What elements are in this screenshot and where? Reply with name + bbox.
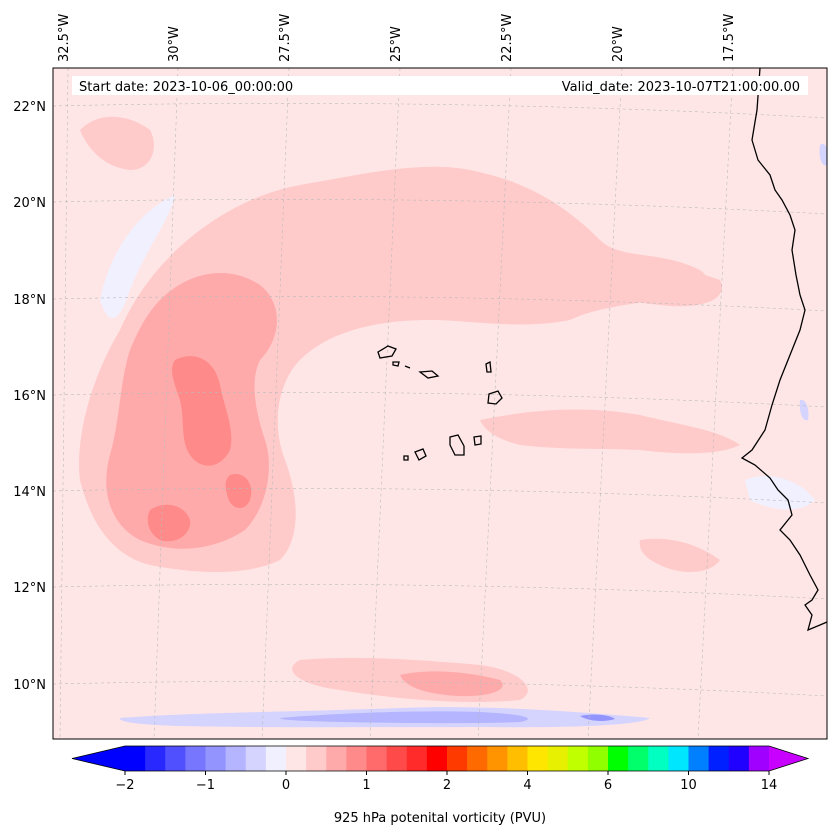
start-date-label: Start date: 2023-10-06_00:00:00 [79, 80, 293, 95]
colorbar-segment [245, 746, 267, 771]
colorbar-segment [165, 746, 186, 771]
colorbar-segment [547, 746, 569, 771]
pv-contour-negative [280, 711, 528, 724]
colorbar-tick-label: −2 [115, 778, 134, 793]
lon-label: 22.5°W [500, 14, 515, 62]
colorbar-segment [507, 746, 528, 771]
island [449, 434, 465, 456]
colorbar-segment [587, 746, 609, 771]
lat-label: 12°N [13, 581, 46, 596]
pv-contour-negative [819, 143, 827, 166]
colorbar-segment [346, 746, 367, 771]
latitude-labels: 22°N 20°N 18°N 16°N 14°N 12°N 10°N [13, 100, 46, 693]
lat-label: 16°N [13, 389, 46, 404]
pv-contour-negative [799, 399, 809, 421]
lat-label: 10°N [13, 678, 46, 693]
island [473, 435, 482, 446]
colorbar-segment [145, 746, 166, 771]
lon-label: 25°W [389, 26, 404, 62]
pv-contour-negative [580, 714, 615, 721]
colorbar-segment [125, 746, 146, 771]
colorbar-segment [688, 746, 710, 771]
island [392, 361, 400, 367]
island [485, 360, 492, 373]
pv-contour-strong [225, 474, 252, 509]
colorbar-segment [366, 746, 388, 771]
colorbar-segment [205, 746, 227, 771]
colorbar-segment [608, 746, 629, 771]
colorbar-segment [386, 746, 408, 771]
island [404, 365, 411, 369]
longitude-labels: 32.5°W 30°W 27.5°W 25°W 22.5°W 20°W 17.5… [57, 14, 737, 62]
colorbar-tick-label: 10 [680, 778, 697, 793]
colorbar-segment [406, 746, 428, 771]
lon-label: 30°W [167, 26, 182, 62]
colorbar-segment [567, 746, 589, 771]
gridlines [53, 68, 827, 739]
colorbar-segment [708, 746, 730, 771]
colorbar-extend-min [72, 746, 125, 771]
colorbar-tick-label: 0 [282, 778, 290, 793]
colorbar-segment [447, 746, 468, 771]
valid-date-label: Valid_date: 2023-10-07T21:00:00.00 [562, 80, 800, 95]
colorbar-extend-max [769, 746, 808, 771]
pv-contour-light [639, 538, 720, 572]
colorbar-segment [748, 746, 770, 771]
pv-contour-light [480, 409, 740, 454]
colorbar-tick-label: 14 [761, 778, 778, 793]
colorbar-segment [487, 746, 508, 771]
colorbar-segment [628, 746, 649, 771]
pv-field: Start date: 2023-10-06_00:00:00 Valid_da… [53, 68, 827, 739]
island [487, 390, 503, 405]
pv-contour-medium [400, 671, 503, 697]
colorbar-segment [286, 746, 307, 771]
lon-label: 20°W [611, 26, 626, 62]
colorbar-segment [467, 746, 488, 771]
pv-contour-strong [147, 504, 191, 542]
map-frame [52, 67, 828, 740]
lon-label: 17.5°W [722, 14, 737, 62]
colorbar-segment [265, 746, 287, 771]
island [377, 345, 397, 359]
colorbar-segment [527, 746, 549, 771]
pv-contour-negative [100, 195, 175, 319]
island [414, 448, 427, 461]
lat-label: 20°N [13, 196, 46, 211]
colorbar-segment [426, 746, 448, 771]
colorbar-tick-label: −1 [196, 778, 215, 793]
colorbar-tick-label: 1 [362, 778, 370, 793]
colorbar-segment [326, 746, 347, 771]
colorbar-tick-label: 2 [443, 778, 451, 793]
pv-contour-light [80, 116, 154, 170]
colorbar-tick-label: 4 [523, 778, 531, 793]
colorbar: −2 −1 0 1 2 4 6 10 14 [71, 745, 810, 793]
colorbar-label: 925 hPa potenital vorticity (PVU) [334, 811, 546, 826]
island [403, 455, 409, 461]
colorbar-segment [225, 746, 247, 771]
colorbar-segment [728, 746, 750, 771]
lon-label: 27.5°W [278, 14, 293, 62]
colorbar-segment [648, 746, 669, 771]
island [418, 370, 440, 379]
africa-coastline [740, 68, 827, 632]
pv-contour-strong [172, 356, 232, 466]
lat-label: 14°N [13, 485, 46, 500]
lon-label: 32.5°W [57, 14, 72, 62]
lat-label: 18°N [13, 293, 46, 308]
colorbar-segment [185, 746, 206, 771]
pv-contour-light [590, 266, 722, 307]
cape-verde-islands [377, 345, 503, 461]
info-box [72, 76, 808, 95]
colorbar-tick-label: 6 [604, 778, 612, 793]
lat-label: 22°N [13, 100, 46, 115]
colorbar-segment [668, 746, 689, 771]
colorbar-segment [306, 746, 327, 771]
